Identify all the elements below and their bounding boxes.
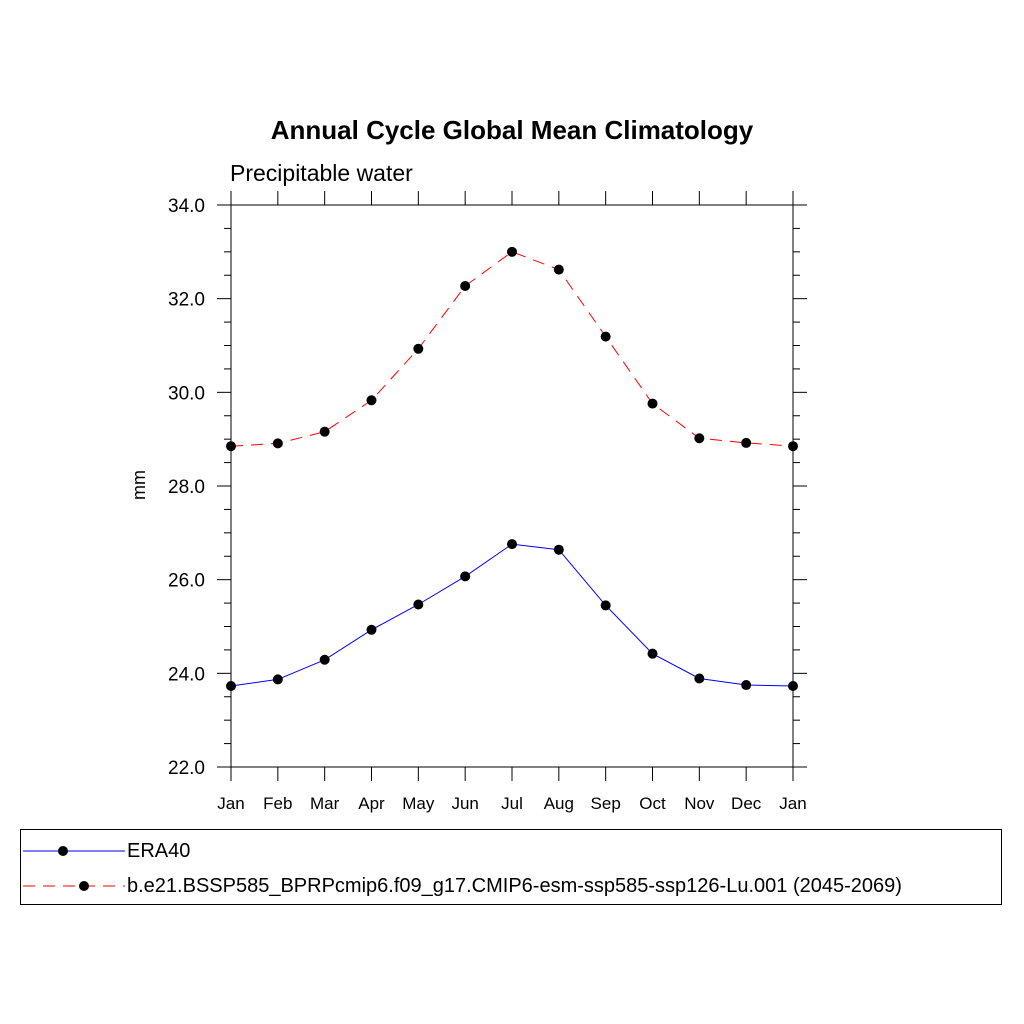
series-line-0 [230,543,794,687]
chart-title: Annual Cycle Global Mean Climatology [271,115,754,145]
legend: ERA40 b.e21.BSSP585_BPRPcmip6.f09_g17.CM… [20,829,1002,905]
data-point-s1-5 [460,281,471,292]
y-tick-label: 34.0 [168,196,205,217]
x-tick-label: Jul [501,794,523,813]
data-point-s0-0 [226,680,236,691]
y-axis-label: mm [129,470,149,500]
data-point-s1-10 [694,433,705,444]
series-line-1 [230,251,794,447]
legend-item-model: b.e21.BSSP585_BPRPcmip6.f09_g17.CMIP6-es… [21,871,1001,901]
data-point-s0-4 [413,599,424,610]
data-point-s1-9 [647,398,658,409]
legend-item-era40: ERA40 [21,836,1001,866]
x-tick-label: Feb [263,794,292,813]
data-point-s1-1 [272,438,283,449]
x-tick-label: Dec [731,794,762,813]
data-point-s0-6 [507,539,517,550]
data-point-s0-5 [460,571,471,582]
data-point-s1-7 [553,264,564,275]
legend-swatch-era40 [23,846,125,856]
plot-area [230,204,794,768]
y-tick-label: 22.0 [168,758,205,779]
data-point-s0-12 [788,680,798,691]
data-point-s0-2 [319,654,330,665]
data-point-s0-7 [553,544,564,555]
data-point-s1-8 [600,331,611,342]
legend-swatch-model [23,881,125,891]
y-tick-label: 26.0 [168,571,205,592]
y-tick-label: 24.0 [168,664,205,685]
data-point-s1-0 [226,441,236,452]
y-tick-label: 30.0 [168,383,205,404]
data-point-s1-6 [507,246,517,257]
x-tick-label: Aug [544,794,574,813]
x-tick-label: Apr [358,794,385,813]
chart-subtitle: Precipitable water [230,160,413,186]
x-tick-label: Sep [591,794,621,813]
data-point-s0-11 [741,680,752,691]
data-point-s1-4 [413,343,424,354]
data-point-s1-3 [366,395,377,406]
x-tick-label: Jan [217,794,244,813]
legend-label-model: b.e21.BSSP585_BPRPcmip6.f09_g17.CMIP6-es… [127,875,902,897]
x-tick-label: Mar [310,794,340,813]
x-tick-label: Nov [684,794,715,813]
data-point-s0-3 [366,624,377,635]
y-tick-label: 32.0 [168,290,205,311]
data-point-s1-2 [319,426,330,437]
data-point-s1-11 [741,437,752,448]
axis-ticks: 22.0 24.0 26.0 28.0 30.0 32.0 34.0 Jan Feb Mar Apr… [168,191,807,813]
legend-label-era40: ERA40 [127,840,191,862]
x-tick-label: Jun [451,794,478,813]
x-tick-label: Jan [779,794,806,813]
data-point-s0-1 [272,674,283,685]
x-tick-label: Oct [639,794,666,813]
data-point-s0-9 [647,648,658,659]
series-layer [226,246,798,691]
data-point-s1-12 [788,441,798,452]
data-point-s0-8 [600,600,611,611]
data-point-s0-10 [694,673,705,684]
x-tick-label: May [402,794,435,813]
y-tick-label: 28.0 [168,477,205,498]
